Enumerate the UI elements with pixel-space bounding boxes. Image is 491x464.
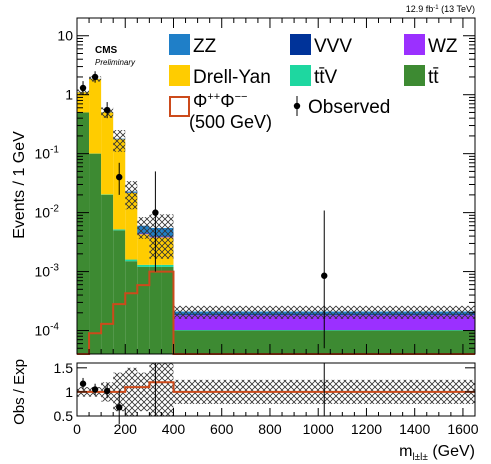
x-tick-label-7: 1400 (399, 421, 430, 437)
legend-swatch-1-0 (169, 65, 190, 86)
bar-drellyan-5 (137, 234, 150, 265)
main-ytick-label-5: 10-4 (35, 322, 60, 339)
ratio-uncertainty-bin-4 (125, 367, 138, 416)
uncertainty-bin-5 (137, 217, 150, 239)
legend-swatch-1-2 (404, 65, 425, 86)
ratio-axes: 0 200 400 600 800 1000 1200 1400 1600 0.5 1 1.5 (54, 360, 479, 437)
ratio-ytick-label-2: 1.5 (54, 360, 74, 376)
main-plot: 10 1 10-1 10-2 10-3 10-4 CMS Preliminary ZZ VV… (35, 17, 476, 355)
bar-tt-6 (149, 266, 162, 354)
legend-observed-marker (293, 102, 301, 110)
ratio-signal-step-line (77, 381, 475, 393)
ratio-ytick-label-0: 0.5 (54, 408, 74, 424)
x-tick-label-4: 800 (258, 421, 282, 437)
observed-point-1 (91, 73, 99, 81)
bar-drellyan-0 (77, 92, 90, 113)
bar-tt-0 (77, 112, 90, 355)
ratio-observed-points (79, 363, 325, 425)
bar-tt-1 (89, 153, 102, 354)
main-axes: 10 1 10-1 10-2 10-3 10-4 (35, 17, 476, 355)
lumi-label: 12.9 fb-1 (13 TeV) (406, 4, 475, 14)
bar-ttv-3 (113, 229, 126, 231)
main-ytick-label-4: 10-3 (35, 263, 60, 280)
ratio-uncertainty-bin-5 (137, 372, 150, 412)
cms-label: CMS (95, 45, 118, 56)
bar-ttv-4 (125, 259, 138, 262)
main-signal-line (77, 270, 475, 355)
ratio-point-0 (79, 380, 87, 387)
observed-point-5 (321, 272, 328, 279)
legend-swatch-0-0 (169, 34, 190, 55)
bar-tt-3 (113, 230, 126, 354)
main-ytick-label-2: 10-1 (35, 145, 60, 162)
ratio-point-3 (116, 404, 123, 411)
legend: ZZ VVV WZ Drell-Yan tt̄V tt̄ Φ++Φ−−(500 GeV) Ob… (169, 34, 458, 132)
observed-point-2 (103, 106, 111, 114)
bar-tt-2 (101, 194, 114, 354)
bar-tt-4 (125, 261, 138, 354)
bar-drellyan-1 (89, 78, 102, 154)
observed-point-3 (116, 173, 123, 181)
x-axis-label: ml±l± (GeV) (399, 443, 475, 463)
main-ytick-label-1: 1 (65, 87, 73, 103)
bar-drellyan-4 (125, 192, 138, 260)
legend-signal-mass: (500 GeV) (189, 112, 272, 132)
observed-point-0 (79, 84, 87, 92)
legend-label-0-1: VVV (314, 36, 352, 57)
main-ytick-label-3: 10-2 (35, 204, 60, 221)
bar-ttv-7 (161, 264, 174, 267)
ratio-ylabel: Obs / Exp (11, 359, 28, 425)
main-observed-points (79, 71, 328, 349)
bar-tt-5 (137, 266, 150, 354)
x-tick-label-2: 400 (162, 421, 186, 437)
x-tick-label-0: 0 (73, 421, 81, 437)
legend-label-1-1: tt̄V (314, 67, 338, 88)
x-tick-label-8: 1600 (447, 421, 478, 437)
legend-swatch-0-1 (290, 34, 311, 55)
uncertainty-bin-4 (125, 181, 138, 210)
ratio-frame (76, 362, 476, 417)
observed-point-4 (152, 209, 159, 216)
uncertainty-bin-3 (113, 130, 126, 152)
bar-ttv-5 (137, 264, 150, 267)
legend-signal-label: Φ++Φ−− (193, 91, 247, 111)
legend-label-1-2: tt̄ (428, 67, 439, 88)
uncertainty-bin-7 (161, 214, 174, 259)
ratio-point-1 (91, 386, 99, 393)
ratio-plot: 0 200 400 600 800 1000 1200 1400 1600 0.5 1 1.5 (54, 360, 479, 437)
bar-drellyan-2 (101, 112, 114, 195)
bar-tt-7 (161, 266, 174, 354)
ratio-signal-line (77, 381, 475, 393)
legend-swatch-1-1 (290, 65, 311, 86)
legend-signal-swatch (169, 96, 190, 117)
legend-swatch-0-2 (404, 34, 425, 55)
signal-step-line (77, 270, 475, 355)
legend-label-0-0: ZZ (193, 36, 217, 57)
main-frame (76, 17, 476, 355)
x-tick-label-5: 1000 (303, 421, 334, 437)
ratio-point-2 (103, 387, 111, 395)
ratio-ytick-label-1: 1 (65, 384, 73, 400)
legend-label-0-2: WZ (428, 36, 458, 57)
preliminary-label: Preliminary (95, 58, 136, 67)
main-ylabel: Events / 1 GeV (11, 131, 28, 239)
x-tick-label-6: 1200 (351, 421, 382, 437)
legend-observed-label: Observed (308, 97, 390, 118)
legend-label-1-0: Drell-Yan (193, 67, 271, 88)
ratio-uncertainty-bin-7 (161, 363, 174, 416)
x-tick-label-1: 200 (114, 421, 138, 437)
x-tick-label-3: 600 (210, 421, 234, 437)
main-ytick-label-0: 10 (57, 28, 73, 44)
